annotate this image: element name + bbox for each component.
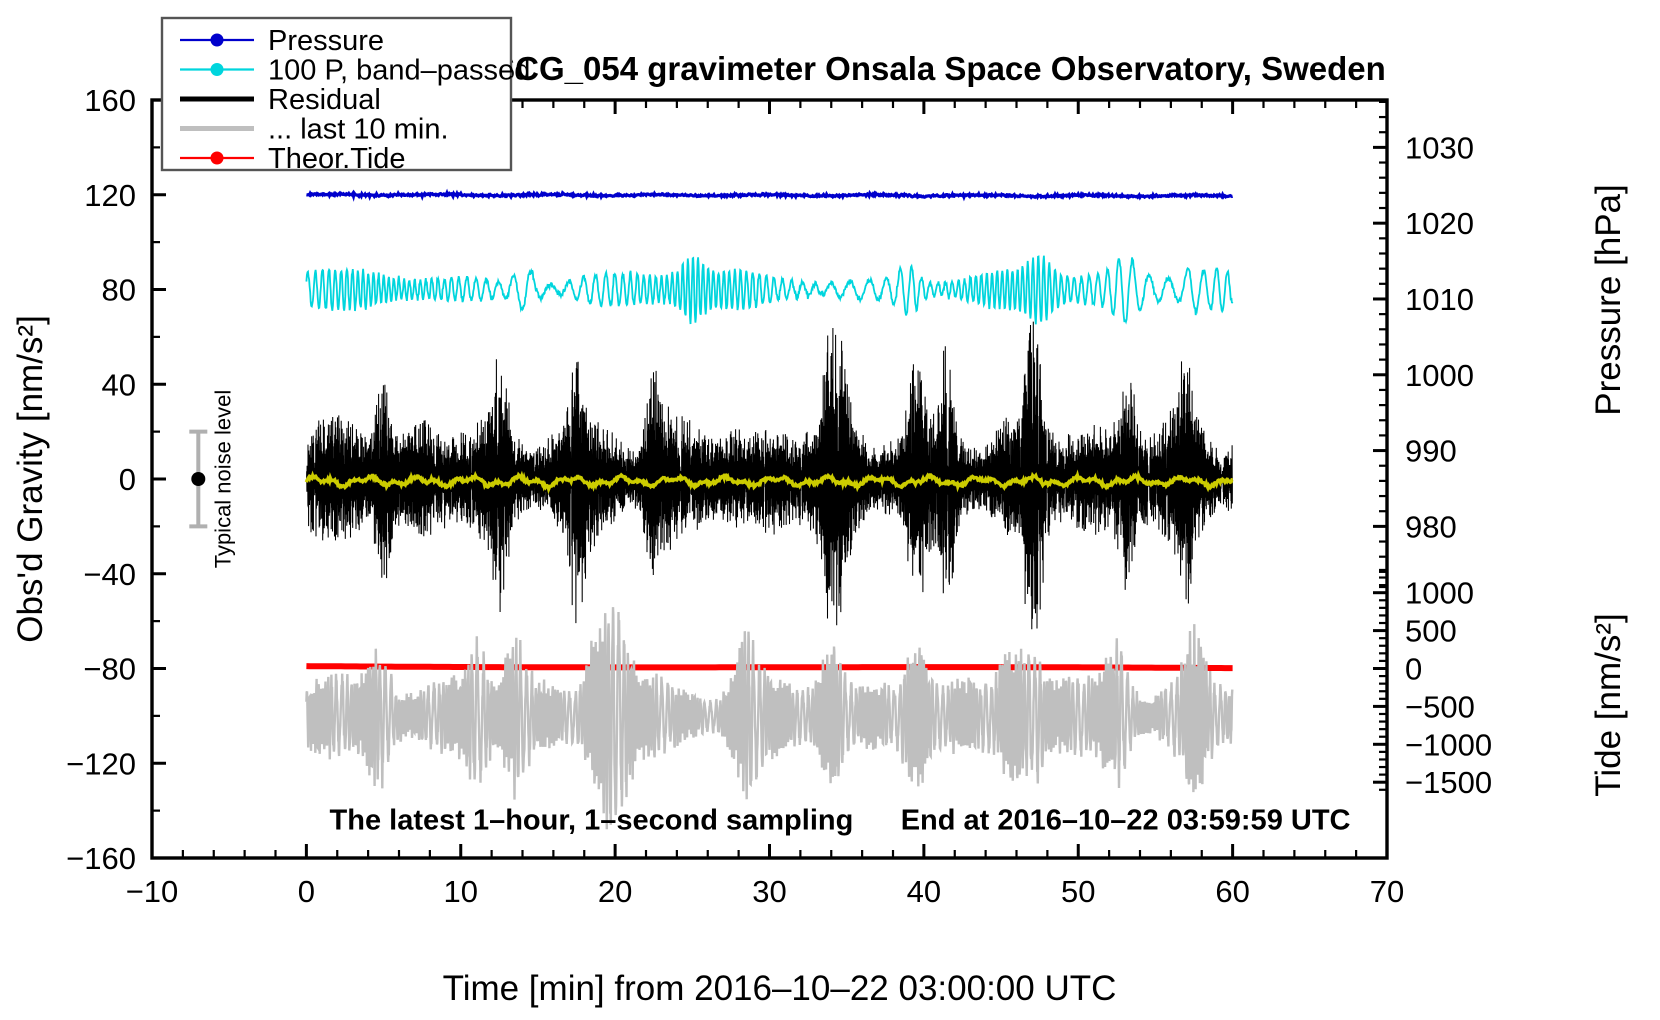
x-tick-label: −10 xyxy=(126,874,179,909)
x-tick-label: 60 xyxy=(1215,874,1249,909)
series-pressure xyxy=(306,188,1234,202)
tide-tick-label: 0 xyxy=(1405,652,1422,687)
legend-label-2: Residual xyxy=(268,84,381,116)
x-tick-label: 0 xyxy=(298,874,315,909)
x-tick-label: 50 xyxy=(1061,874,1095,909)
tide-tick-label: −1500 xyxy=(1405,765,1492,800)
y-axis-title-pressure: Pressure [hPa] xyxy=(1589,184,1628,416)
end-time-note: End at 2016–10–22 03:59:59 UTC xyxy=(901,805,1351,837)
x-tick-label: 10 xyxy=(444,874,478,909)
x-axis-title: Time [min] from 2016–10–22 03:00:00 UTC xyxy=(443,969,1117,1008)
y-tick-label: −120 xyxy=(66,746,136,781)
typical-noise-level-annotation: Typical noise level xyxy=(189,390,235,569)
tide-tick-label: 1000 xyxy=(1405,576,1474,611)
y-axis-title-tide: Tide [nm/s²] xyxy=(1589,613,1628,796)
tide-tick-label: −500 xyxy=(1405,689,1475,724)
axis-tick-labels: −10 0 10 20 30 40 50 60 7016012080400−40−80−120−… xyxy=(66,83,1492,909)
legend-label-0: Pressure xyxy=(268,25,384,57)
legend-marker-1 xyxy=(210,63,224,76)
tide-tick-label: 500 xyxy=(1405,614,1457,649)
tide-tick-label: −1000 xyxy=(1405,727,1492,762)
pressure-tick-label: 990 xyxy=(1405,434,1457,469)
series-band-passed-pressure xyxy=(305,255,1234,325)
series-residual xyxy=(305,321,1233,630)
y-tick-label: −40 xyxy=(83,557,136,592)
series-residual-smoothed xyxy=(304,469,1234,495)
legend-label-3: ... last 10 min. xyxy=(268,114,449,146)
page-title: SCG_054 gravimeter Onsala Space Observat… xyxy=(493,50,1386,87)
y-tick-label: 80 xyxy=(102,273,136,308)
legend-label-1: 100 P, band–passed xyxy=(268,55,530,87)
pressure-tick-label: 1020 xyxy=(1405,206,1474,241)
pressure-tick-label: 1030 xyxy=(1405,130,1474,165)
x-tick-label: 20 xyxy=(598,874,632,909)
noise-marker-dot xyxy=(191,472,206,486)
y-tick-label: −80 xyxy=(83,652,136,687)
pressure-tick-label: 1010 xyxy=(1405,282,1474,317)
legend-label-4: Theor.Tide xyxy=(268,143,406,175)
x-tick-label: 70 xyxy=(1370,874,1404,909)
y-tick-label: 0 xyxy=(119,462,136,497)
legend-marker-4 xyxy=(210,151,224,165)
x-tick-label: 30 xyxy=(752,874,786,909)
pressure-tick-label: 1000 xyxy=(1405,358,1474,393)
series-theoretical-tide xyxy=(306,663,1233,672)
plot-traces xyxy=(304,188,1234,830)
x-tick-label: 40 xyxy=(907,874,941,909)
y-tick-label: 120 xyxy=(84,178,136,213)
series-last-10-min xyxy=(305,607,1234,830)
y-tick-label: 160 xyxy=(84,83,136,118)
y-tick-label: 40 xyxy=(102,367,136,402)
y-axis-title-left: Obs'd Gravity [nm/s²] xyxy=(11,315,50,643)
sampling-note: The latest 1–hour, 1–second sampling xyxy=(330,805,854,837)
legend-marker-0 xyxy=(210,33,224,47)
y-tick-label: −160 xyxy=(66,841,136,876)
noise-level-label: Typical noise level xyxy=(210,390,235,569)
axis-ticks xyxy=(150,98,1389,860)
pressure-tick-label: 980 xyxy=(1405,509,1457,544)
